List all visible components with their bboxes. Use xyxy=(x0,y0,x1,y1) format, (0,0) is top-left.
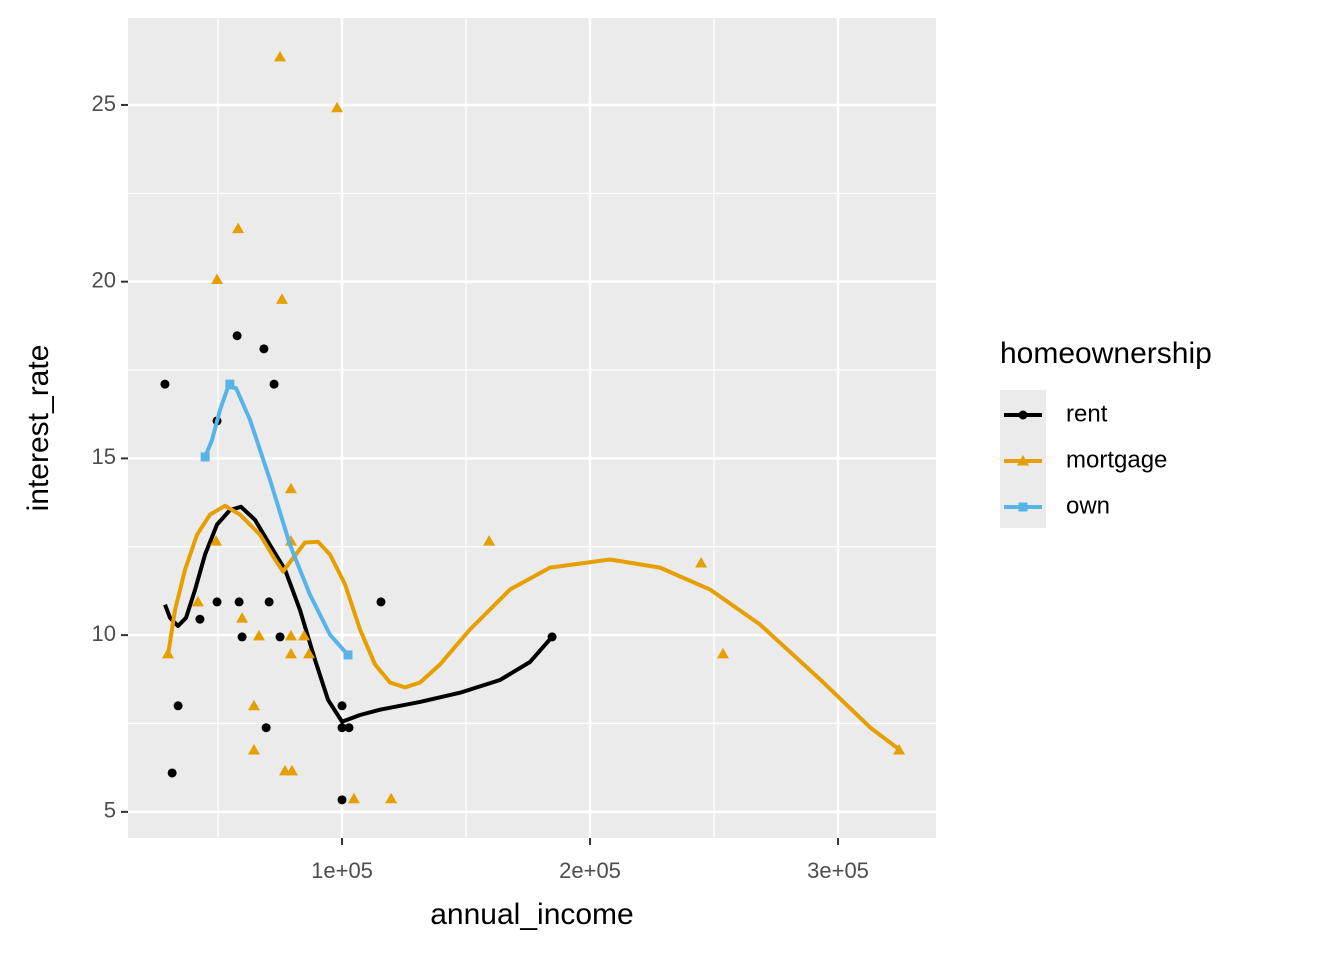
point xyxy=(261,723,271,733)
point xyxy=(237,632,247,642)
point xyxy=(344,723,354,733)
legend-label: mortgage xyxy=(1066,446,1167,473)
point xyxy=(275,632,285,642)
legend-title: homeownership xyxy=(1000,337,1212,370)
point xyxy=(211,273,224,285)
point xyxy=(385,792,398,804)
point xyxy=(337,795,347,805)
y-tick-label: 5 xyxy=(104,798,116,823)
point xyxy=(236,612,249,623)
point xyxy=(284,482,297,494)
point xyxy=(337,701,347,711)
point xyxy=(195,614,205,624)
point xyxy=(893,743,906,755)
legend-key-point xyxy=(1017,455,1029,466)
point xyxy=(285,764,298,776)
point xyxy=(303,647,316,659)
y-axis-title: interest_rate xyxy=(22,345,55,512)
point xyxy=(160,379,170,389)
point xyxy=(298,629,311,641)
point xyxy=(210,535,223,546)
point xyxy=(337,723,347,733)
y-tick-label: 15 xyxy=(92,444,116,469)
point xyxy=(695,557,708,568)
point xyxy=(276,293,289,304)
legend-key-point xyxy=(1018,502,1028,512)
point xyxy=(376,597,386,607)
point xyxy=(347,792,360,804)
plot-panel xyxy=(128,18,936,838)
point xyxy=(212,597,222,607)
x-axis-title: annual_income xyxy=(430,898,633,931)
y-tick-label: 10 xyxy=(92,621,116,646)
point xyxy=(167,768,177,778)
point xyxy=(483,535,496,546)
point xyxy=(232,222,245,234)
point xyxy=(232,331,242,341)
legend-key-point xyxy=(1018,410,1028,420)
point xyxy=(247,743,260,755)
x-tick-label: 1e+05 xyxy=(311,858,373,883)
point xyxy=(716,647,729,659)
smooth-line xyxy=(203,385,350,657)
point xyxy=(331,101,344,113)
smooth-line xyxy=(166,503,901,751)
point xyxy=(247,699,260,711)
point xyxy=(225,379,235,389)
legend-label: own xyxy=(1066,492,1110,519)
x-tick-label: 3e+05 xyxy=(807,858,869,883)
point xyxy=(269,379,279,389)
point xyxy=(173,701,183,711)
point xyxy=(259,344,269,354)
y-tick-label: 25 xyxy=(92,91,116,116)
point xyxy=(284,647,297,659)
point xyxy=(234,597,244,607)
x-tick-label: 2e+05 xyxy=(559,858,621,883)
point xyxy=(252,629,265,641)
y-tick-label: 20 xyxy=(92,267,116,292)
point xyxy=(264,597,274,607)
legend-label: rent xyxy=(1066,400,1108,427)
point xyxy=(284,629,297,641)
point xyxy=(274,50,287,62)
point xyxy=(191,595,204,607)
